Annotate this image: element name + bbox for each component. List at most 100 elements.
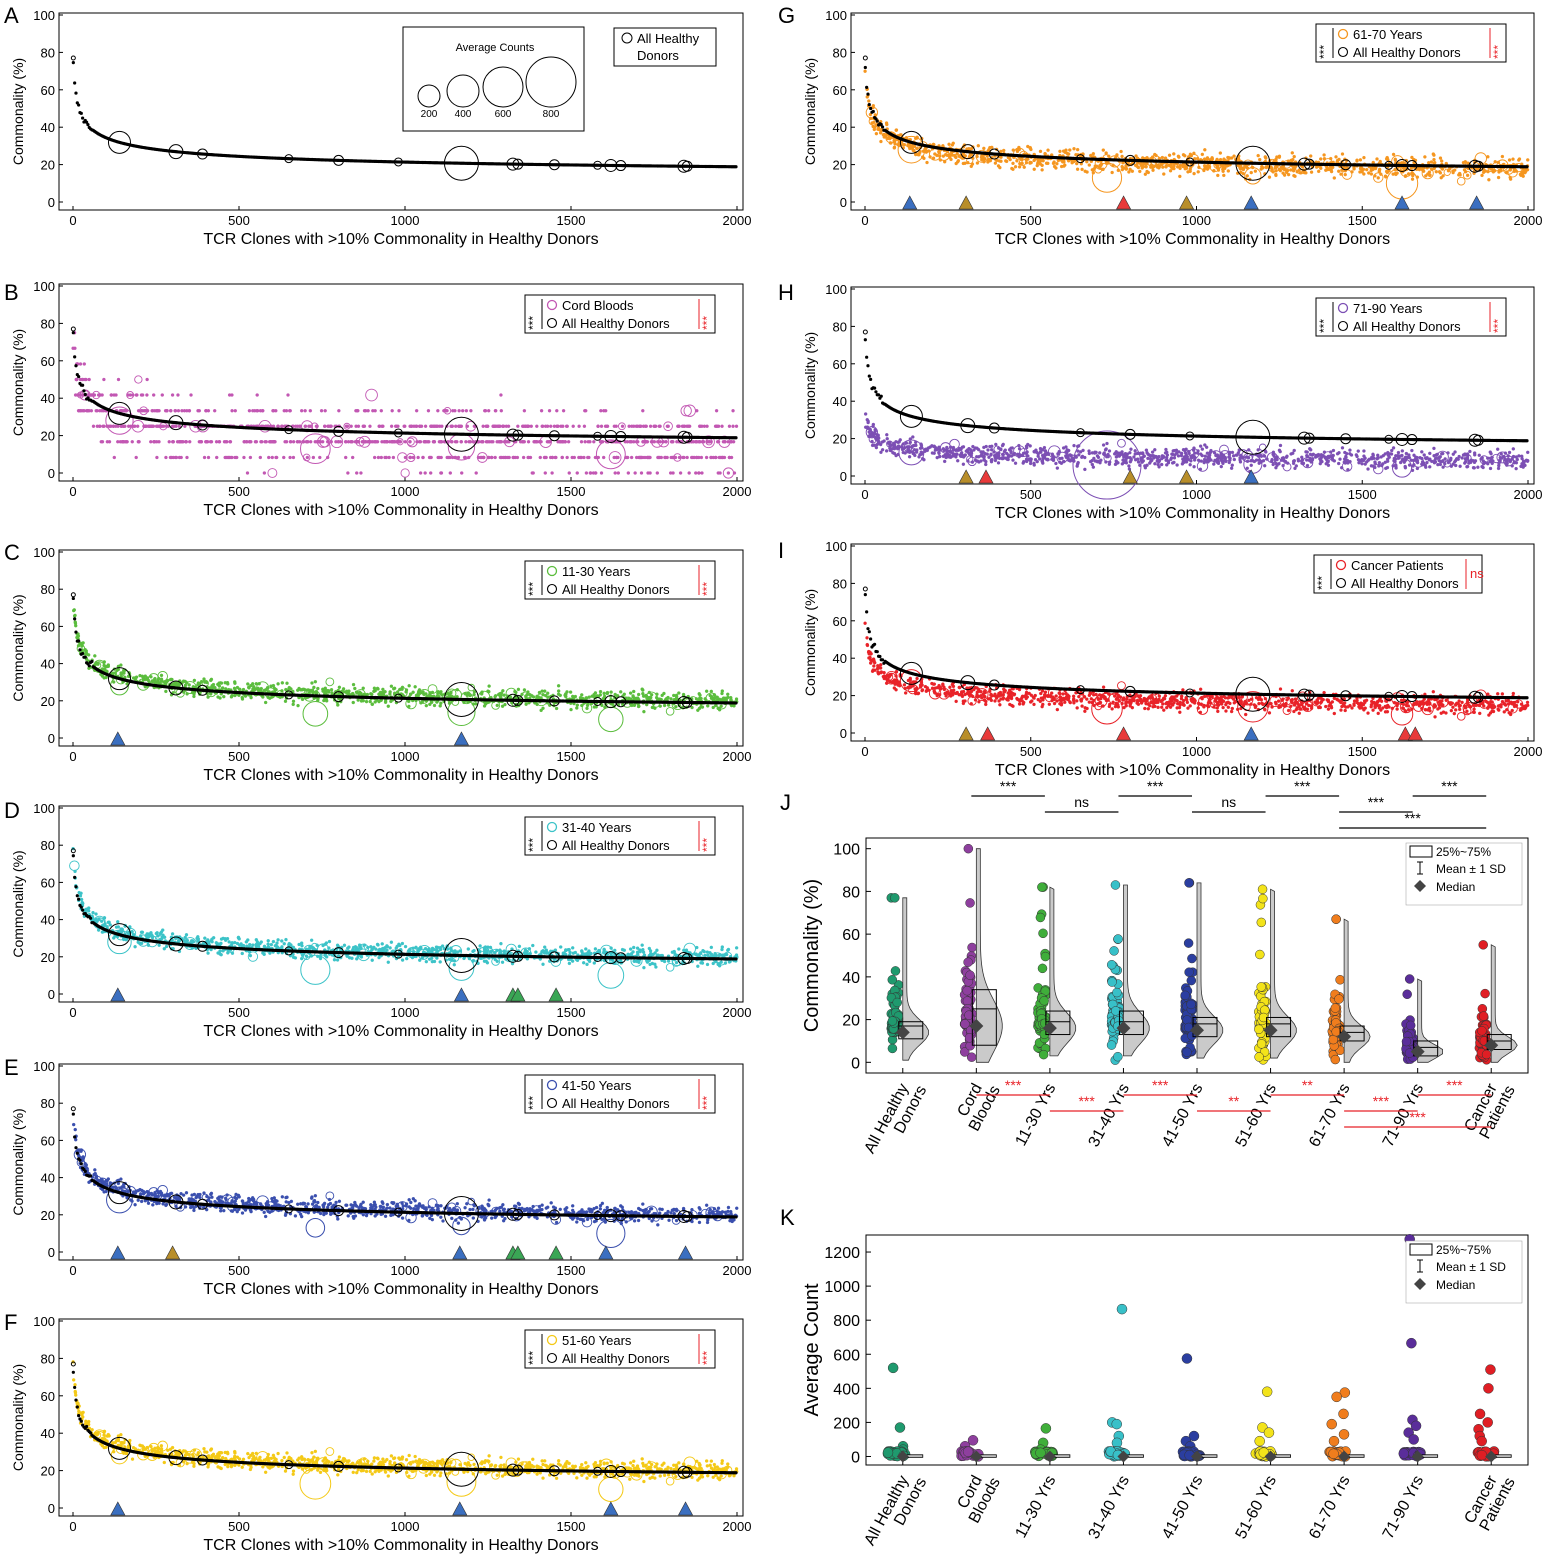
group-point bbox=[150, 935, 155, 940]
group-point bbox=[586, 455, 590, 460]
group-point bbox=[708, 693, 712, 698]
group-point bbox=[228, 440, 232, 444]
group-point bbox=[291, 440, 296, 444]
group-point bbox=[424, 959, 429, 964]
group-point bbox=[112, 936, 116, 940]
group-point bbox=[140, 930, 145, 934]
y-tick-label: 40 bbox=[41, 391, 55, 406]
group-point bbox=[537, 690, 542, 695]
group-point bbox=[246, 938, 250, 942]
group-point bbox=[429, 956, 434, 961]
group-point bbox=[274, 455, 279, 460]
group-point bbox=[429, 424, 433, 428]
group-point bbox=[263, 440, 267, 444]
group-point bbox=[155, 455, 159, 460]
group-point bbox=[543, 455, 547, 460]
group-point bbox=[389, 940, 394, 944]
group-point bbox=[136, 440, 141, 444]
reference-point bbox=[73, 81, 77, 85]
group-point bbox=[240, 697, 245, 701]
group-point bbox=[100, 393, 104, 397]
group-point bbox=[536, 695, 541, 699]
group-point bbox=[204, 440, 208, 444]
group-point bbox=[215, 455, 219, 460]
group-point bbox=[296, 703, 300, 708]
group-point bbox=[192, 678, 197, 683]
x-tick-label: 0 bbox=[69, 1005, 76, 1020]
reference-bubble bbox=[196, 148, 208, 160]
group-point bbox=[498, 440, 502, 444]
y-tick-label: 0 bbox=[48, 731, 55, 746]
group-point bbox=[361, 699, 366, 703]
group-point bbox=[258, 941, 262, 946]
group-point bbox=[160, 393, 164, 397]
group-point bbox=[644, 424, 648, 428]
group-point bbox=[495, 440, 499, 444]
group-point bbox=[341, 687, 346, 691]
group-point bbox=[522, 688, 527, 692]
group-point bbox=[282, 942, 286, 946]
group-point bbox=[266, 942, 270, 946]
group-point bbox=[723, 696, 727, 700]
group-point bbox=[632, 696, 637, 701]
group-point bbox=[646, 696, 650, 701]
y-tick-label: 0 bbox=[48, 195, 55, 210]
legend-label-reference: All Healthy Donors bbox=[562, 316, 670, 331]
group-point bbox=[131, 932, 136, 937]
group-point bbox=[686, 424, 691, 428]
group-point bbox=[554, 706, 559, 711]
group-point bbox=[704, 689, 709, 693]
group-point bbox=[709, 952, 714, 956]
group-point bbox=[702, 424, 707, 428]
group-point bbox=[113, 671, 118, 675]
group-point bbox=[323, 409, 327, 413]
significance-left: *** bbox=[526, 582, 540, 596]
group-point bbox=[413, 685, 417, 689]
group-point bbox=[217, 684, 222, 688]
reference-point bbox=[73, 355, 77, 359]
group-point bbox=[327, 424, 331, 428]
group-point bbox=[384, 440, 388, 444]
legend-symbol bbox=[621, 32, 633, 44]
group-point bbox=[694, 953, 699, 957]
group-point bbox=[678, 471, 683, 475]
group-point bbox=[171, 440, 175, 444]
group-point bbox=[383, 455, 387, 460]
group-point bbox=[287, 685, 291, 690]
group-point bbox=[569, 707, 573, 712]
group-point bbox=[567, 961, 572, 966]
group-point bbox=[727, 424, 732, 428]
group-point bbox=[101, 424, 105, 428]
group-point bbox=[157, 943, 161, 947]
bubble-legend-circle bbox=[417, 84, 441, 108]
group-point bbox=[438, 960, 442, 964]
group-point bbox=[697, 440, 702, 444]
y-tick-label: 0 bbox=[48, 987, 55, 1002]
group-point bbox=[479, 692, 484, 696]
group-point bbox=[329, 688, 334, 692]
group-point bbox=[414, 693, 419, 698]
group-point bbox=[729, 440, 734, 444]
x-tick-label: 500 bbox=[228, 1005, 250, 1020]
group-point bbox=[662, 703, 667, 708]
bubble-legend-size: 800 bbox=[543, 109, 560, 120]
x-tick-label: 500 bbox=[228, 749, 250, 764]
group-point bbox=[225, 936, 230, 941]
group-point bbox=[216, 951, 220, 955]
group-point bbox=[577, 424, 581, 428]
panel-letter: B bbox=[4, 280, 19, 305]
group-point bbox=[235, 941, 240, 946]
reference-points bbox=[70, 326, 738, 452]
group-point bbox=[182, 409, 187, 413]
group-point bbox=[450, 424, 454, 428]
group-point bbox=[716, 424, 721, 428]
group-point bbox=[247, 409, 252, 413]
group-point bbox=[727, 455, 732, 460]
group-point bbox=[210, 940, 214, 944]
x-tick-label: 0 bbox=[69, 484, 76, 499]
group-point bbox=[454, 424, 458, 428]
group-point bbox=[322, 687, 327, 692]
group-point bbox=[181, 440, 185, 444]
group-point bbox=[329, 440, 333, 444]
group-bubble bbox=[447, 433, 476, 461]
